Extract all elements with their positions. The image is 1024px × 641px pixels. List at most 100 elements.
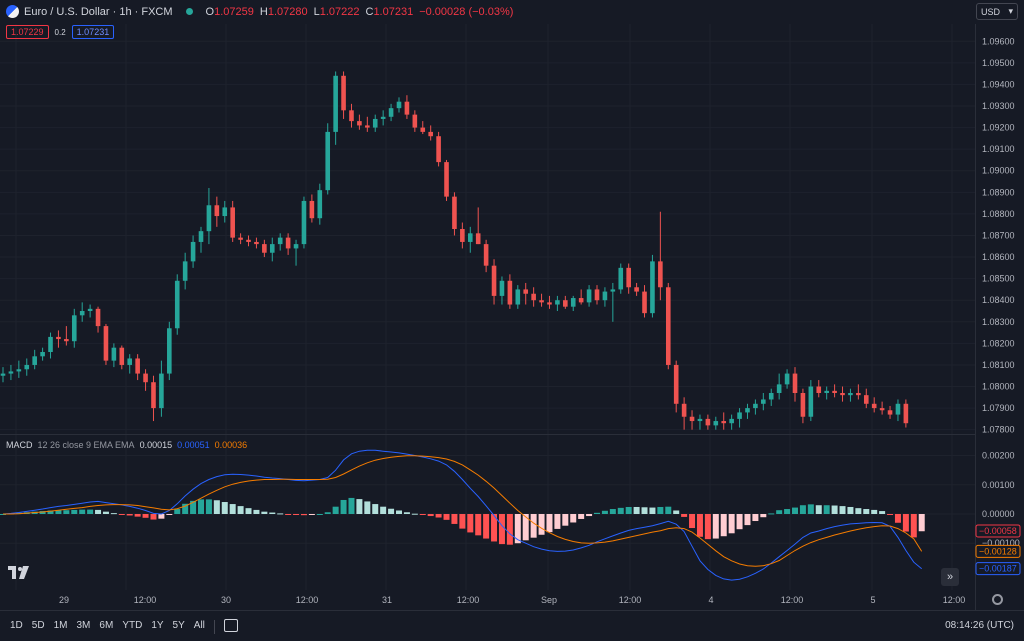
range-all[interactable]: All [193,620,205,631]
histogram-bar [712,514,719,539]
currency-select[interactable]: USD ▾ [976,3,1018,20]
candle-body [539,300,544,303]
candle-body [871,403,877,409]
scroll-to-realtime-button[interactable]: » [941,568,959,586]
candle-body [792,373,798,393]
time-tick-label: 12:00 [943,595,966,605]
tradingview-logo-icon[interactable] [8,566,30,580]
candle [729,414,734,430]
candle-body [737,412,742,419]
histogram-bar [435,514,442,518]
price-tick-label: 1.09500 [982,58,1015,68]
candle [64,326,69,346]
chart-canvas[interactable]: 1.09600 1.09500 1.09400 1.09300 1.09200 1.091… [0,0,1024,610]
candle [206,188,212,245]
range-1y[interactable]: 1Y [151,620,164,631]
settings-gear-icon[interactable] [992,594,1003,605]
price-tick-label: 1.08100 [982,360,1015,370]
change-value: −0.00028 (−0.03%) [419,5,514,18]
sell-button[interactable]: 1.07229 [6,25,49,39]
macd-tick-label: 0.00000 [982,509,1015,519]
histogram-bar [388,508,395,514]
price-tick-label: 1.07900 [982,403,1015,413]
macd-histogram-layer [0,497,925,545]
histogram-bar [578,514,585,519]
candle [119,345,125,370]
candle-body [404,101,410,115]
candle [586,285,592,307]
candle [594,285,600,305]
candle [95,306,101,333]
calendar-goto-icon[interactable] [223,619,238,632]
candle [863,388,869,409]
candle [721,412,727,430]
price-tick-label: 1.09000 [982,166,1015,176]
candle [222,200,228,223]
price-tick-label: 1.08800 [982,209,1015,219]
time-tick-label: 12:00 [296,595,319,605]
histogram-bar [704,514,711,540]
candle [491,259,497,305]
histogram-bar [657,506,664,514]
macd-legend[interactable]: MACD 12 26 close 9 EMA EMA 0.00015 0.000… [6,440,247,450]
time-tick-label: 12:00 [619,595,642,605]
candle-body [673,364,679,404]
price-tick-label: 1.07800 [982,425,1015,435]
ohlc-value: 1.07222 [319,5,360,18]
candle-body [618,267,624,290]
candle [523,282,529,305]
ohlc-key: C [365,5,374,18]
candle [380,110,386,126]
range-3m[interactable]: 3M [76,620,91,631]
candle [349,103,354,128]
candle-body [151,382,156,409]
clock-timezone[interactable]: 08:14:26 (UTC) [945,620,1014,631]
candle-body [602,291,608,301]
histogram-bar [475,514,482,536]
histogram-bar [506,514,513,545]
candle-body [8,371,14,374]
range-6m[interactable]: 6M [99,620,114,631]
buy-button[interactable]: 1.07231 [71,25,115,39]
range-1d[interactable]: 1D [10,620,23,631]
histogram-bar [443,514,450,520]
price-tick-label: 1.08500 [982,274,1015,284]
range-ytd[interactable]: YTD [122,620,143,631]
badge-label: −0.00128 [979,546,1017,556]
symbol-title[interactable]: Euro / U.S. Dollar · 1h · FXCM [24,5,173,18]
candle-body [507,280,513,305]
histogram-bar [118,514,125,515]
histogram-bar [459,514,466,529]
ohlc-value: 1.07231 [373,5,414,18]
range-5y[interactable]: 5Y [172,620,185,631]
histogram-bar [39,511,46,514]
candle [127,354,133,374]
price-tick-label: 1.08600 [982,252,1015,262]
range-5d[interactable]: 5D [31,620,45,631]
candle [428,125,433,141]
histogram-bar [419,514,426,515]
candle-body [563,300,568,307]
candle-body [87,308,93,311]
time-tick-label: 30 [221,595,231,605]
histogram-bar [324,512,331,514]
candle-body [768,393,774,400]
histogram-bar [910,514,917,538]
candle-body [721,421,727,424]
histogram-bar [71,509,78,514]
candle-body [16,369,22,372]
candle-body [753,403,758,409]
histogram-bar [594,512,600,514]
candle-body [333,75,338,132]
candle [903,399,909,428]
range-1m[interactable]: 1M [53,620,68,631]
candle-body [444,162,449,197]
candle-body [848,393,853,396]
price-axis-labels: 1.09600 1.09500 1.09400 1.09300 1.09200 1.091… [982,36,1015,434]
histogram-bar [237,506,244,514]
histogram-bar [498,514,505,545]
candle [460,222,465,249]
macd-value-badge: −0.00128 [975,544,1021,558]
candle-body [903,403,909,424]
candle-body [325,131,331,191]
